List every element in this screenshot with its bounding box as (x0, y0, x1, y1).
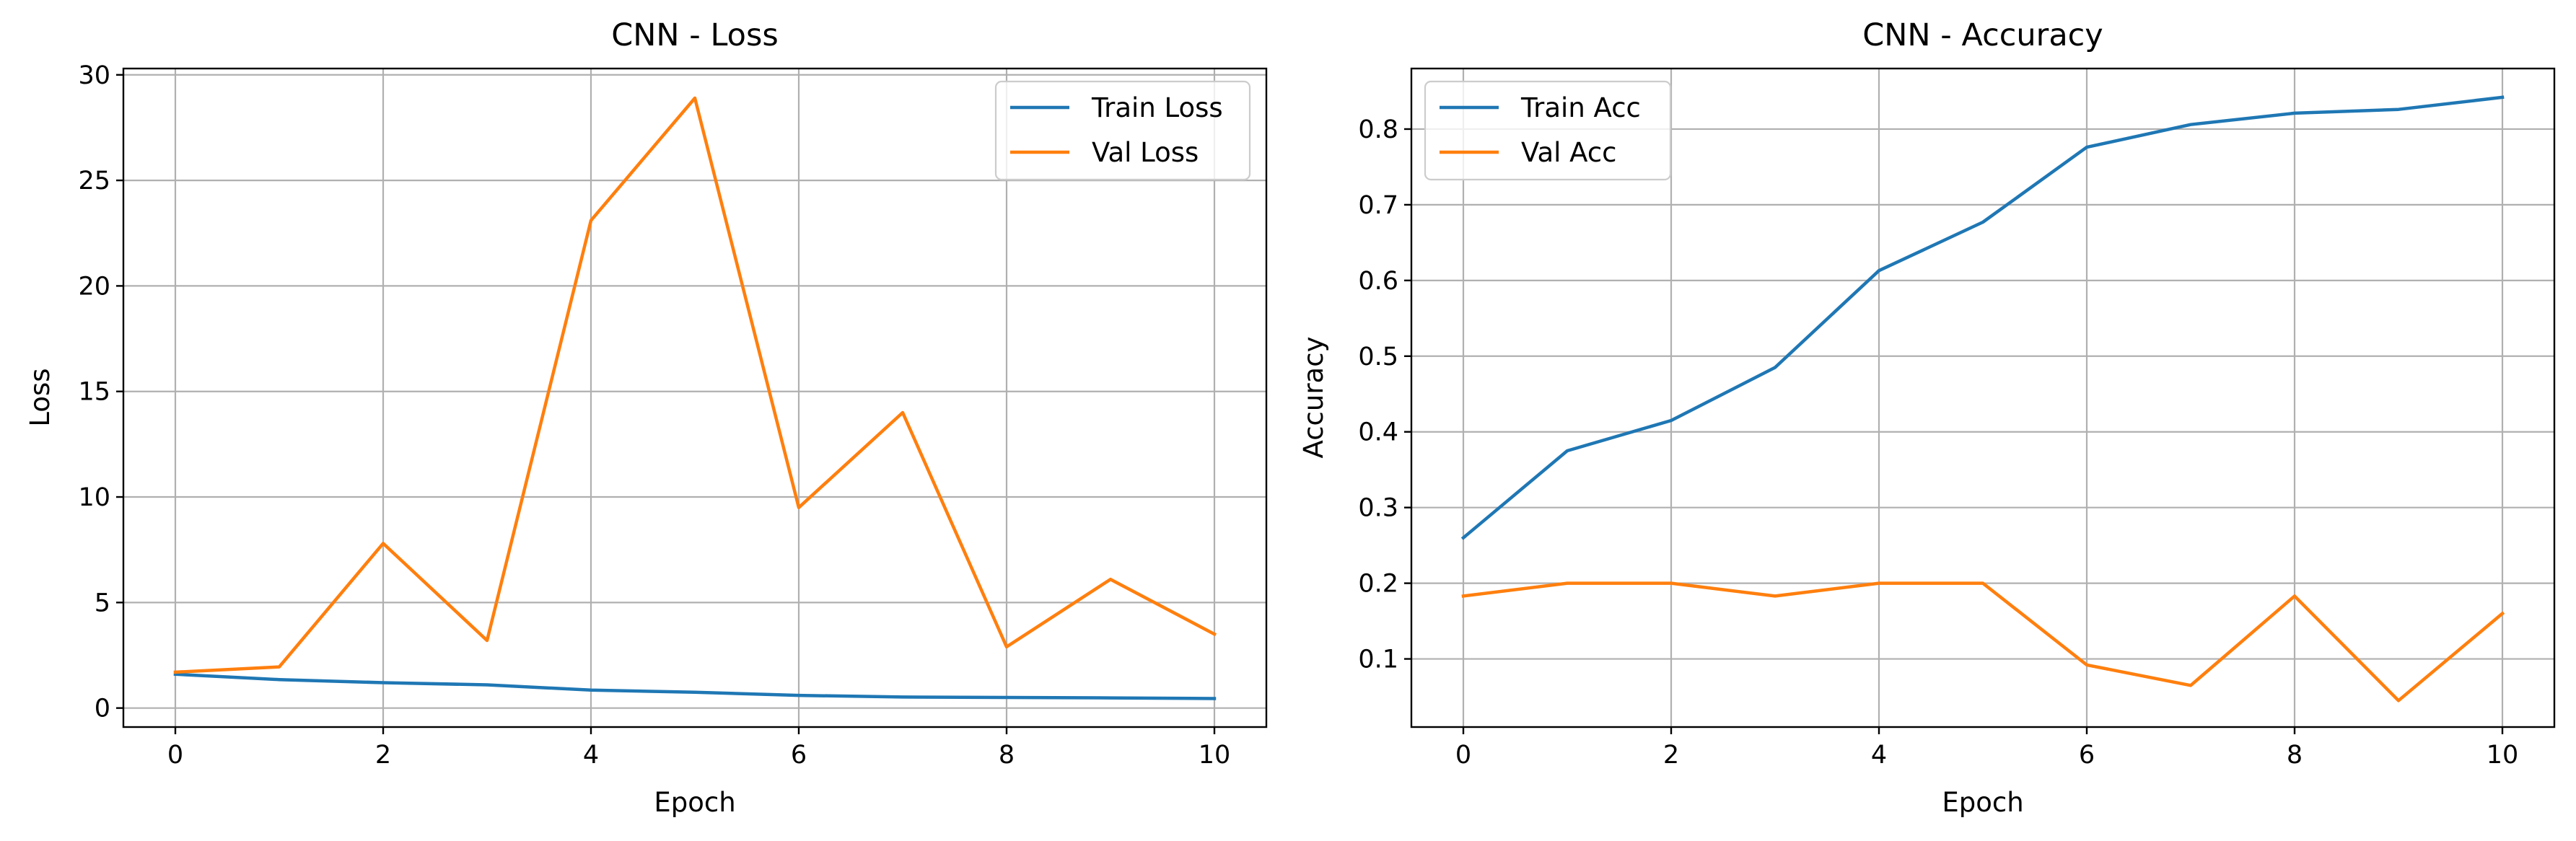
accuracy-chart-y-tick-label: 0.3 (1358, 494, 1398, 523)
loss-chart-plot-frame (122, 67, 1268, 728)
loss-chart-series-val-loss-line (173, 96, 1217, 674)
accuracy-chart-y-tick-label: 0.7 (1358, 191, 1398, 220)
loss-chart-ticks: 0 2 4 6 8 10 0 5 10 15 20 25 30 (78, 61, 1230, 770)
loss-chart-y-tick-label: 0 (95, 695, 110, 723)
loss-chart-y-axis-label: Loss (25, 368, 56, 426)
loss-chart-y-tick-label: 10 (78, 483, 110, 512)
loss-chart-x-tick-label: 4 (583, 741, 599, 770)
accuracy-chart-y-tick-label: 0.4 (1358, 418, 1398, 447)
accuracy-chart-series-val-acc-line (1461, 581, 2505, 703)
accuracy-chart-plot-frame (1410, 67, 2556, 728)
accuracy-chart-y-tick-label: 0.6 (1358, 267, 1398, 296)
accuracy-chart-x-tick-label: 0 (1455, 741, 1471, 770)
accuracy-chart-grid (1411, 69, 2554, 727)
loss-chart-x-tick-label: 2 (375, 741, 391, 770)
loss-chart-title: CNN - Loss (611, 17, 779, 53)
accuracy-chart-legend-label-val-acc: Val Acc (1521, 137, 1617, 168)
accuracy-chart-legend-label-train-acc: Train Acc (1520, 92, 1641, 123)
loss-chart-series-train-loss-line (173, 672, 1217, 700)
accuracy-chart-x-tick-label: 6 (2079, 741, 2095, 770)
accuracy-chart-series-train-acc-line (1460, 95, 2505, 540)
accuracy-chart-y-tick-label: 0.8 (1358, 115, 1398, 144)
loss-chart-x-axis-label: Epoch (654, 787, 735, 818)
loss-chart-legend: Train Loss Val Loss (994, 80, 1251, 181)
loss-chart-y-tick-label: 20 (78, 272, 110, 301)
accuracy-chart-y-tick-label: 0.5 (1358, 343, 1398, 371)
loss-chart-legend-label-train-loss: Train Loss (1091, 92, 1223, 123)
accuracy-chart-title: CNN - Accuracy (1862, 17, 2103, 53)
loss-chart-y-tick-label: 25 (78, 167, 110, 195)
loss-chart-y-tick-label: 15 (78, 378, 110, 407)
accuracy-chart-x-tick-label: 4 (1871, 741, 1887, 770)
loss-chart-series (173, 96, 1217, 700)
loss-chart-y-tick-label: 30 (78, 61, 110, 90)
loss-chart-x-tick-label: 6 (791, 741, 807, 770)
loss-chart-y-tick-label: 5 (95, 589, 110, 617)
accuracy-chart-x-tick-label: 2 (1663, 741, 1679, 770)
loss-chart-x-tick-label: 10 (1199, 741, 1231, 770)
loss-chart-x-tick-label: 0 (167, 741, 183, 770)
accuracy-chart-y-tick-label: 0.1 (1358, 646, 1398, 674)
accuracy-chart-legend: Train Acc Val Acc (1424, 80, 1672, 181)
accuracy-chart-x-tick-label: 10 (2487, 741, 2519, 770)
accuracy-chart-y-axis-label: Accuracy (1298, 337, 1329, 459)
loss-chart-legend-label-val-loss: Val Loss (1092, 137, 1199, 168)
accuracy-chart-series (1460, 95, 2505, 703)
accuracy-chart-x-tick-label: 8 (2287, 741, 2303, 770)
loss-chart: 0 2 4 6 8 10 0 5 10 15 20 25 30 CNN - Loss Epoch Los… (25, 17, 1268, 818)
accuracy-chart-ticks: 0 2 4 6 8 10 0.1 0.2 0.3 0.4 0.5 0.6 0.7 0.8 (1358, 115, 2518, 770)
accuracy-chart-y-tick-label: 0.2 (1358, 570, 1398, 599)
accuracy-chart-x-axis-label: Epoch (1942, 787, 2023, 818)
loss-chart-x-tick-label: 8 (999, 741, 1015, 770)
accuracy-chart: 0 2 4 6 8 10 0.1 0.2 0.3 0.4 0.5 0.6 0.7 0.8 CNN - Ac… (1298, 17, 2556, 818)
